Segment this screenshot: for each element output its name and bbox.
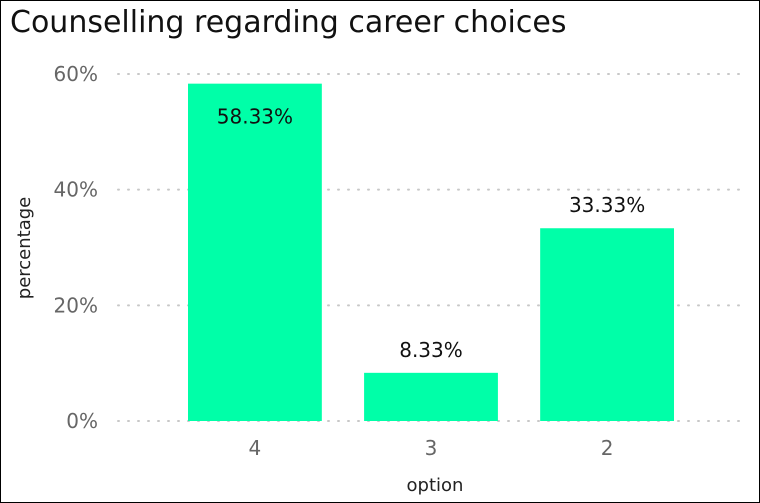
y-axis-ticks: 0% 20% 40% 60% — [54, 62, 98, 433]
data-label-4: 58.33% — [217, 105, 293, 129]
x-tick-label: 2 — [601, 436, 614, 460]
chart-title: Counselling regarding career choices — [10, 5, 567, 40]
bar-4 — [188, 83, 322, 421]
bar-2 — [540, 228, 674, 421]
bars: 58.33% 8.33% 33.33% — [188, 83, 674, 421]
y-tick-label: 40% — [54, 178, 98, 202]
data-label-2: 33.33% — [569, 193, 645, 217]
bar-3 — [364, 372, 498, 421]
y-tick-label: 20% — [54, 293, 98, 317]
y-tick-label: 60% — [54, 62, 98, 86]
x-tick-label: 3 — [425, 436, 438, 460]
y-tick-label: 0% — [66, 409, 98, 433]
x-tick-label: 4 — [249, 436, 262, 460]
y-axis-label: percentage — [14, 197, 35, 299]
data-label-3: 8.33% — [399, 338, 463, 362]
x-axis-ticks: 4 3 2 — [249, 436, 614, 460]
x-axis-label: option — [407, 475, 464, 496]
